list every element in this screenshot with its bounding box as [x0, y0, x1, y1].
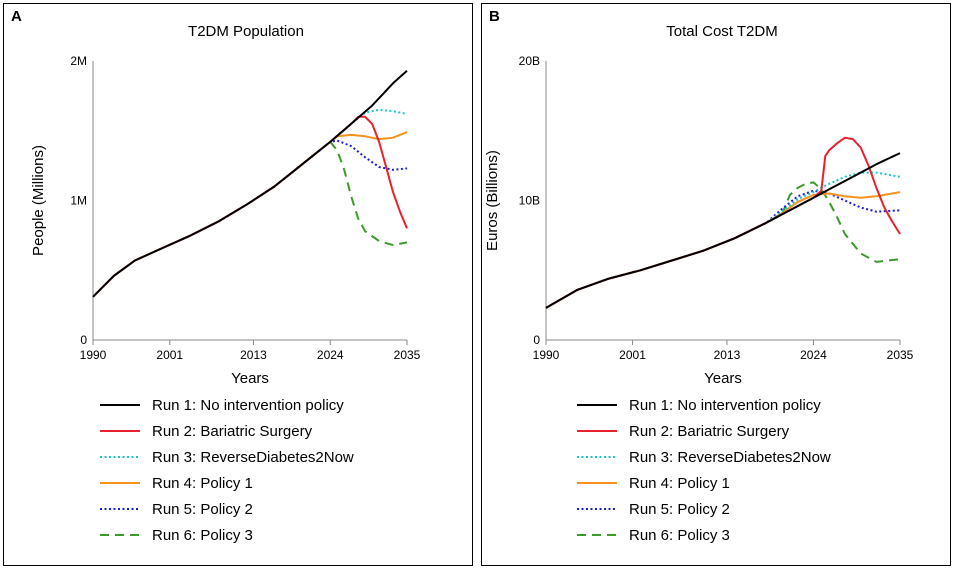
legend-label-run-1: Run 1: No intervention policy: [152, 397, 344, 414]
chart-total-cost: Total Cost T2DM 0 10B 20B 1990 2001 2013 2024 20…: [484, 23, 914, 544]
x-tick-label: 2035: [394, 348, 421, 362]
x-tick-label: 2001: [619, 348, 646, 362]
panel-letter: B: [489, 8, 500, 25]
panel-b: B Total Cost T2DM 0 10B 20B 1990 2001 2013 2024…: [481, 3, 951, 566]
series-line-run-2: [92, 115, 408, 298]
x-tick-label: 2024: [800, 348, 827, 362]
series-line-run-1: [545, 152, 901, 309]
y-axis-label: Euros (Billions): [484, 150, 501, 251]
series-line-run-3: [545, 171, 901, 309]
x-axis-label: Years: [231, 370, 269, 387]
y-tick-label: 20B: [519, 54, 540, 68]
legend-label-run-4: Run 4: Policy 1: [629, 475, 730, 492]
x-tick-label: 2013: [240, 348, 267, 362]
legend-label-run-2: Run 2: Bariatric Surgery: [629, 423, 790, 440]
y-tick-label: 2M: [70, 54, 87, 68]
x-tick-label: 1990: [533, 348, 560, 362]
series-line-run-4: [92, 131, 408, 298]
legend-label-run-4: Run 4: Policy 1: [152, 475, 253, 492]
legend-label-run-6: Run 6: Policy 3: [152, 527, 253, 544]
y-tick-label: 0: [80, 333, 87, 347]
chart-title: T2DM Population: [188, 23, 304, 40]
legend-label-run-3: Run 3: ReverseDiabetes2Now: [629, 449, 831, 466]
series-line-run-5: [92, 139, 408, 298]
x-tick-label: 1990: [80, 348, 107, 362]
chart-population: T2DM Population 0 1M 2M 1990 2001 2013 2024 2035…: [30, 23, 421, 544]
series-line-run-1: [92, 70, 408, 298]
legend-label-run-3: Run 3: ReverseDiabetes2Now: [152, 449, 354, 466]
legend-label-run-2: Run 2: Bariatric Surgery: [152, 423, 313, 440]
legend-label-run-5: Run 5: Policy 2: [152, 501, 253, 518]
panel-letter: A: [11, 8, 22, 25]
legend-label-run-6: Run 6: Policy 3: [629, 527, 730, 544]
chart-title: Total Cost T2DM: [666, 23, 777, 40]
x-tick-label: 2001: [156, 348, 183, 362]
panel-a: A T2DM Population 0 1M 2M 1990 2001 2013 2024 20…: [3, 3, 473, 566]
series-line-run-5: [545, 189, 901, 309]
legend-label-run-5: Run 5: Policy 2: [629, 501, 730, 518]
x-tick-label: 2035: [887, 348, 914, 362]
series-line-run-6: [92, 140, 408, 298]
y-tick-label: 0: [533, 333, 540, 347]
y-tick-label: 1M: [70, 194, 87, 208]
legend-label-run-1: Run 1: No intervention policy: [629, 397, 821, 414]
series-line-run-4: [545, 191, 901, 309]
x-axis-label: Years: [704, 370, 742, 387]
y-axis-label: People (Millions): [30, 145, 47, 256]
x-tick-label: 2024: [317, 348, 344, 362]
y-tick-label: 10B: [519, 194, 540, 208]
x-tick-label: 2013: [714, 348, 741, 362]
